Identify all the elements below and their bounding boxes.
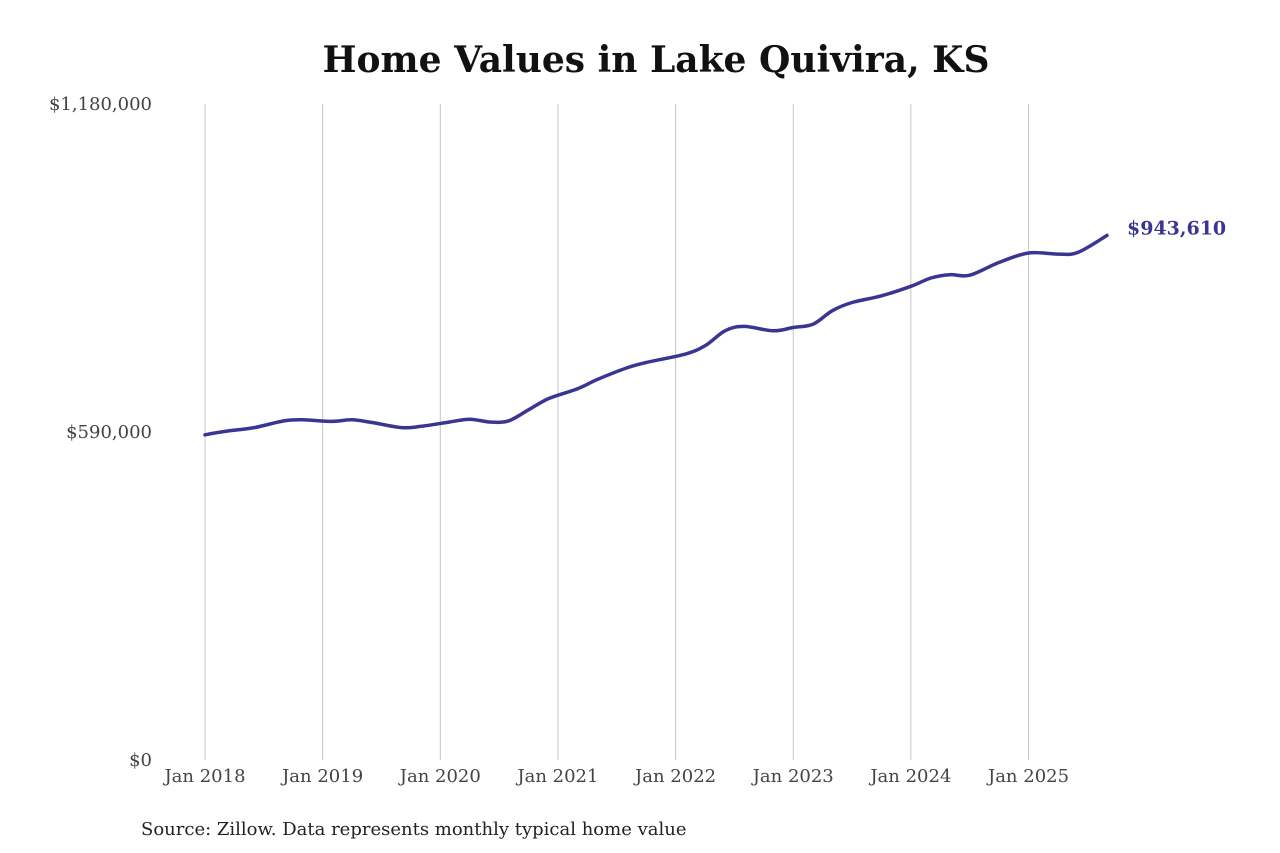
grid-lines [204,104,1030,760]
chart-title: Home Values in Lake Quivira, KS [323,39,990,81]
x-tick-label: Jan 2023 [751,766,834,787]
x-tick-label: Jan 2024 [868,766,951,787]
end-value-label: $943,610 [1127,217,1226,239]
source-note: Source: Zillow. Data represents monthly … [141,819,687,840]
x-tick-label: Jan 2025 [986,766,1069,787]
x-tick-label: Jan 2018 [162,766,245,787]
x-tick-label: Jan 2021 [515,766,598,787]
y-axis-ticks: $0 $590,000 $1,180,000 [49,94,152,771]
x-tick-label: Jan 2022 [633,766,716,787]
y-tick-label: $590,000 [66,422,152,443]
series-line [203,233,1109,437]
series-group: $943,610 [203,217,1226,437]
y-tick-label: $1,180,000 [49,94,152,115]
x-tick-label: Jan 2019 [280,766,363,787]
y-tick-label: $0 [129,750,152,771]
x-axis-ticks: Jan 2018 Jan 2019 Jan 2020 Jan 2021 Jan 2022… [162,766,1069,787]
x-tick-label: Jan 2020 [398,766,481,787]
